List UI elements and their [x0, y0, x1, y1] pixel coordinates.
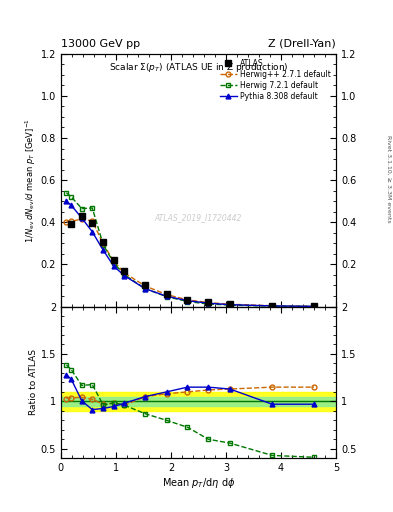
Text: Scalar $\Sigma(p_T)$ (ATLAS UE in Z production): Scalar $\Sigma(p_T)$ (ATLAS UE in Z prod… — [109, 61, 288, 74]
Text: Rivet 3.1.10, ≥ 3.3M events: Rivet 3.1.10, ≥ 3.3M events — [386, 135, 391, 223]
Y-axis label: $1/N_\mathsf{ev}\,dN_\mathsf{ev}/d$ mean $p_T$ [GeV]$^{-1}$: $1/N_\mathsf{ev}\,dN_\mathsf{ev}/d$ mean… — [24, 118, 38, 243]
Text: Z (Drell-Yan): Z (Drell-Yan) — [268, 38, 336, 49]
X-axis label: Mean $p_T$/d$\eta$ d$\phi$: Mean $p_T$/d$\eta$ d$\phi$ — [162, 476, 235, 490]
Text: ATLAS_2019_I1720442: ATLAS_2019_I1720442 — [155, 214, 242, 223]
Text: 13000 GeV pp: 13000 GeV pp — [61, 38, 140, 49]
Y-axis label: Ratio to ATLAS: Ratio to ATLAS — [29, 349, 38, 415]
Legend: ATLAS, Herwig++ 2.7.1 default, Herwig 7.2.1 default, Pythia 8.308 default: ATLAS, Herwig++ 2.7.1 default, Herwig 7.… — [219, 57, 332, 102]
